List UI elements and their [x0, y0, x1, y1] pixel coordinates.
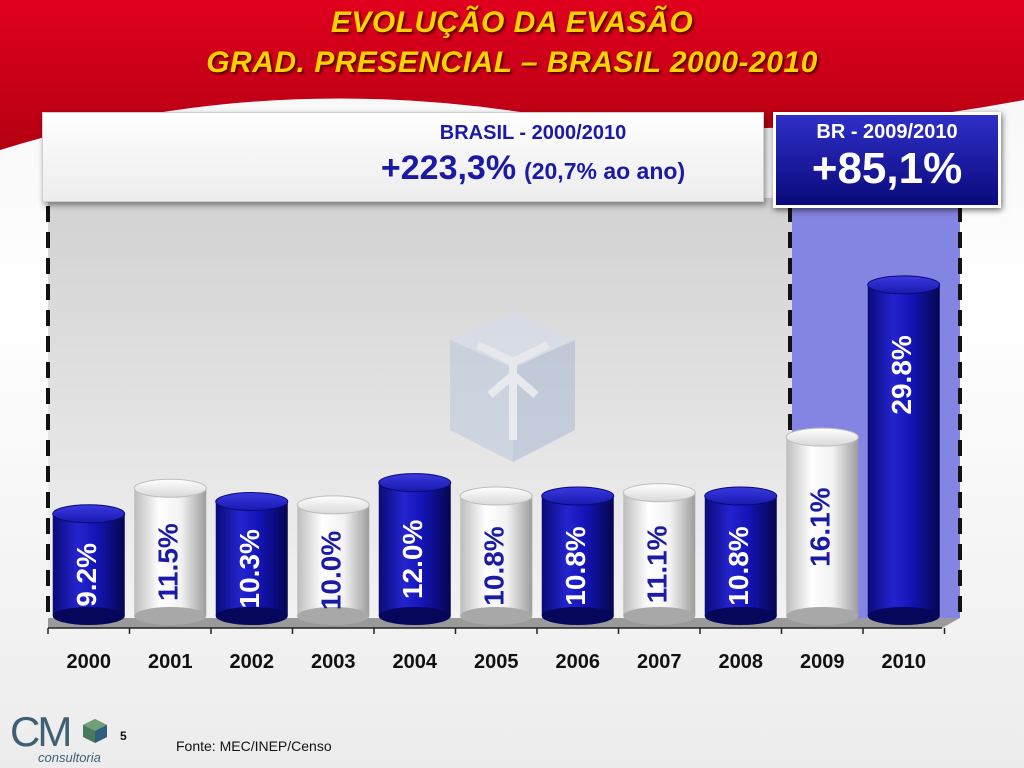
- bar-2000: [52, 504, 126, 625]
- bar-2006: [541, 486, 615, 625]
- header-band: [0, 0, 1024, 150]
- x-tick-label-2001: 2001: [148, 651, 193, 673]
- x-tick-label-2005: 2005: [474, 651, 519, 673]
- bar-2009: [785, 427, 859, 625]
- x-tick-label-2004: 2004: [393, 651, 438, 673]
- title-line-1: EVOLUÇÃO DA EVASÃO: [330, 6, 694, 39]
- summary-annual: (20,7% ao ano): [524, 158, 686, 184]
- highlight-box: BR - 2009/2010 +85,1%: [773, 112, 1001, 208]
- page-number: 5: [120, 729, 127, 743]
- bar-2003: [296, 495, 370, 625]
- summary-label: BRASIL - 2000/2010: [439, 122, 627, 144]
- title-line-2: GRAD. PRESENCIAL – BRASIL 2000-2010: [206, 46, 818, 79]
- data-label-2004: 12.0%: [397, 520, 428, 599]
- data-label-2001: 11.5%: [153, 523, 184, 601]
- x-tick-label-2000: 2000: [67, 651, 112, 673]
- data-label-2007: 11.1%: [642, 525, 673, 603]
- data-label-2003: 10.0%: [316, 531, 347, 610]
- bar-2005: [459, 486, 533, 625]
- bar-2001: [133, 478, 207, 625]
- x-tick-label-2010: 2010: [882, 651, 927, 673]
- x-tick-label-2008: 2008: [719, 651, 764, 673]
- logo-main: CM: [10, 708, 72, 755]
- logo-sub: consultoria: [38, 750, 101, 765]
- x-tick-label-2009: 2009: [800, 651, 845, 673]
- x-tick-label-2006: 2006: [556, 651, 601, 673]
- bar-2004: [378, 473, 452, 625]
- data-label-2009: 16.1%: [805, 487, 836, 566]
- source-note: Fonte: MEC/INEP/Censo: [176, 738, 332, 754]
- summary-box: BRASIL - 2000/2010 +223,3% (20,7% ao ano): [42, 112, 764, 202]
- summary-line: +223,3% (20,7% ao ano): [283, 149, 783, 188]
- x-tick-label-2003: 2003: [311, 651, 356, 673]
- data-label-2008: 10.8%: [723, 526, 754, 605]
- data-label-2010: 29.8%: [886, 335, 917, 414]
- highlight-label: BR - 2009/2010: [816, 121, 958, 143]
- data-label-2002: 10.3%: [234, 529, 265, 608]
- bar-2002: [215, 492, 289, 625]
- watermark-logo: [450, 312, 575, 462]
- bar-2008: [704, 486, 778, 625]
- x-tick-label-2007: 2007: [637, 651, 682, 673]
- company-logo: CM consultoria: [10, 708, 110, 768]
- logo-cube-icon: [83, 719, 107, 743]
- highlight-value: +85,1%: [811, 144, 963, 193]
- data-label-2005: 10.8%: [479, 526, 510, 605]
- data-label-2006: 10.8%: [560, 526, 591, 605]
- data-label-2000: 9.2%: [71, 543, 102, 607]
- bar-2007: [622, 483, 696, 625]
- bar-2010: [867, 275, 941, 625]
- summary-value: +223,3%: [380, 149, 517, 187]
- x-tick-label-2002: 2002: [230, 651, 275, 673]
